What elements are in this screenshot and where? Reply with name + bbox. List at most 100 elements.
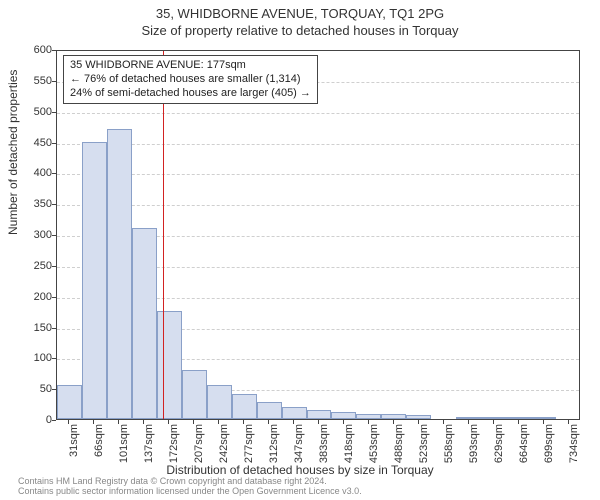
y-tick-label: 200 [34, 291, 52, 303]
y-tick-mark [52, 389, 56, 390]
x-tick-mark [443, 420, 444, 424]
y-tick-mark [52, 235, 56, 236]
y-tick-label: 250 [34, 260, 52, 272]
x-tick-label: 101sqm [118, 424, 130, 474]
annotation-box: 35 WHIDBORNE AVENUE: 177sqm← 76% of deta… [63, 55, 318, 104]
y-tick-mark [52, 358, 56, 359]
x-tick-mark [243, 420, 244, 424]
x-tick-label: 312sqm [268, 424, 280, 474]
footer-line-2: Contains public sector information licen… [18, 487, 362, 497]
annotation-line: 24% of semi-detached houses are larger (… [70, 87, 311, 101]
x-tick-label: 207sqm [193, 424, 205, 474]
y-tick-label: 100 [34, 352, 52, 364]
y-tick-mark [52, 297, 56, 298]
histogram-bar [207, 385, 232, 419]
gridline [57, 174, 579, 175]
x-tick-label: 66sqm [93, 424, 105, 474]
y-tick-mark [52, 173, 56, 174]
x-tick-mark [193, 420, 194, 424]
histogram-bar [82, 142, 107, 420]
x-tick-mark [368, 420, 369, 424]
gridline [57, 113, 579, 114]
x-tick-label: 453sqm [368, 424, 380, 474]
x-tick-label: 347sqm [293, 424, 305, 474]
histogram-bar [157, 311, 182, 419]
y-tick-label: 150 [34, 322, 52, 334]
y-tick-label: 400 [34, 167, 52, 179]
x-tick-mark [143, 420, 144, 424]
x-tick-mark [93, 420, 94, 424]
y-tick-label: 550 [34, 75, 52, 87]
x-tick-label: 277sqm [243, 424, 255, 474]
x-tick-mark [543, 420, 544, 424]
reference-line [163, 51, 164, 419]
x-tick-mark [318, 420, 319, 424]
y-tick-mark [52, 50, 56, 51]
x-tick-mark [268, 420, 269, 424]
histogram-bar [307, 410, 332, 419]
x-tick-mark [518, 420, 519, 424]
y-tick-mark [52, 420, 56, 421]
x-tick-mark [168, 420, 169, 424]
y-tick-label: 50 [40, 383, 52, 395]
x-tick-mark [218, 420, 219, 424]
histogram-bar [257, 402, 282, 419]
gridline [57, 144, 579, 145]
annotation-line: ← 76% of detached houses are smaller (1,… [70, 73, 311, 87]
x-tick-mark [343, 420, 344, 424]
x-tick-label: 629sqm [493, 424, 505, 474]
y-tick-label: 300 [34, 229, 52, 241]
gridline [57, 205, 579, 206]
histogram-bar [107, 129, 132, 419]
histogram-bar [481, 417, 506, 419]
annotation-line: 35 WHIDBORNE AVENUE: 177sqm [70, 59, 311, 73]
x-tick-label: 523sqm [418, 424, 430, 474]
x-tick-label: 172sqm [168, 424, 180, 474]
histogram-bar [282, 407, 307, 419]
histogram-bar [232, 394, 257, 419]
x-tick-label: 558sqm [443, 424, 455, 474]
histogram-plot: 35 WHIDBORNE AVENUE: 177sqm← 76% of deta… [56, 50, 580, 420]
histogram-bar [456, 417, 481, 419]
x-tick-label: 418sqm [343, 424, 355, 474]
x-tick-label: 488sqm [393, 424, 405, 474]
histogram-bar [531, 417, 556, 419]
y-tick-mark [52, 328, 56, 329]
x-tick-label: 734sqm [568, 424, 580, 474]
x-tick-label: 699sqm [543, 424, 555, 474]
histogram-bar [381, 414, 406, 419]
x-tick-mark [293, 420, 294, 424]
y-tick-label: 450 [34, 137, 52, 149]
y-tick-mark [52, 143, 56, 144]
histogram-bar [182, 370, 207, 419]
histogram-bar [132, 228, 157, 419]
y-tick-mark [52, 204, 56, 205]
histogram-bar [57, 385, 82, 419]
y-axis-label: Number of detached properties [6, 70, 20, 235]
y-tick-label: 600 [34, 44, 52, 56]
x-tick-label: 593sqm [468, 424, 480, 474]
x-tick-label: 383sqm [318, 424, 330, 474]
footer-attribution: Contains HM Land Registry data © Crown c… [18, 477, 362, 497]
x-tick-mark [68, 420, 69, 424]
histogram-bar [506, 417, 531, 419]
histogram-bar [331, 412, 356, 419]
histogram-bar [406, 415, 431, 419]
histogram-bar [356, 414, 381, 419]
x-tick-label: 31sqm [68, 424, 80, 474]
x-tick-label: 664sqm [518, 424, 530, 474]
y-tick-label: 350 [34, 198, 52, 210]
x-tick-mark [418, 420, 419, 424]
y-tick-mark [52, 112, 56, 113]
y-tick-mark [52, 81, 56, 82]
x-tick-label: 242sqm [218, 424, 230, 474]
y-tick-label: 500 [34, 106, 52, 118]
x-tick-mark [468, 420, 469, 424]
x-tick-mark [493, 420, 494, 424]
x-tick-mark [118, 420, 119, 424]
page-title-sub: Size of property relative to detached ho… [0, 21, 600, 38]
x-tick-mark [393, 420, 394, 424]
page-title-main: 35, WHIDBORNE AVENUE, TORQUAY, TQ1 2PG [0, 0, 600, 21]
x-tick-mark [568, 420, 569, 424]
y-tick-mark [52, 266, 56, 267]
